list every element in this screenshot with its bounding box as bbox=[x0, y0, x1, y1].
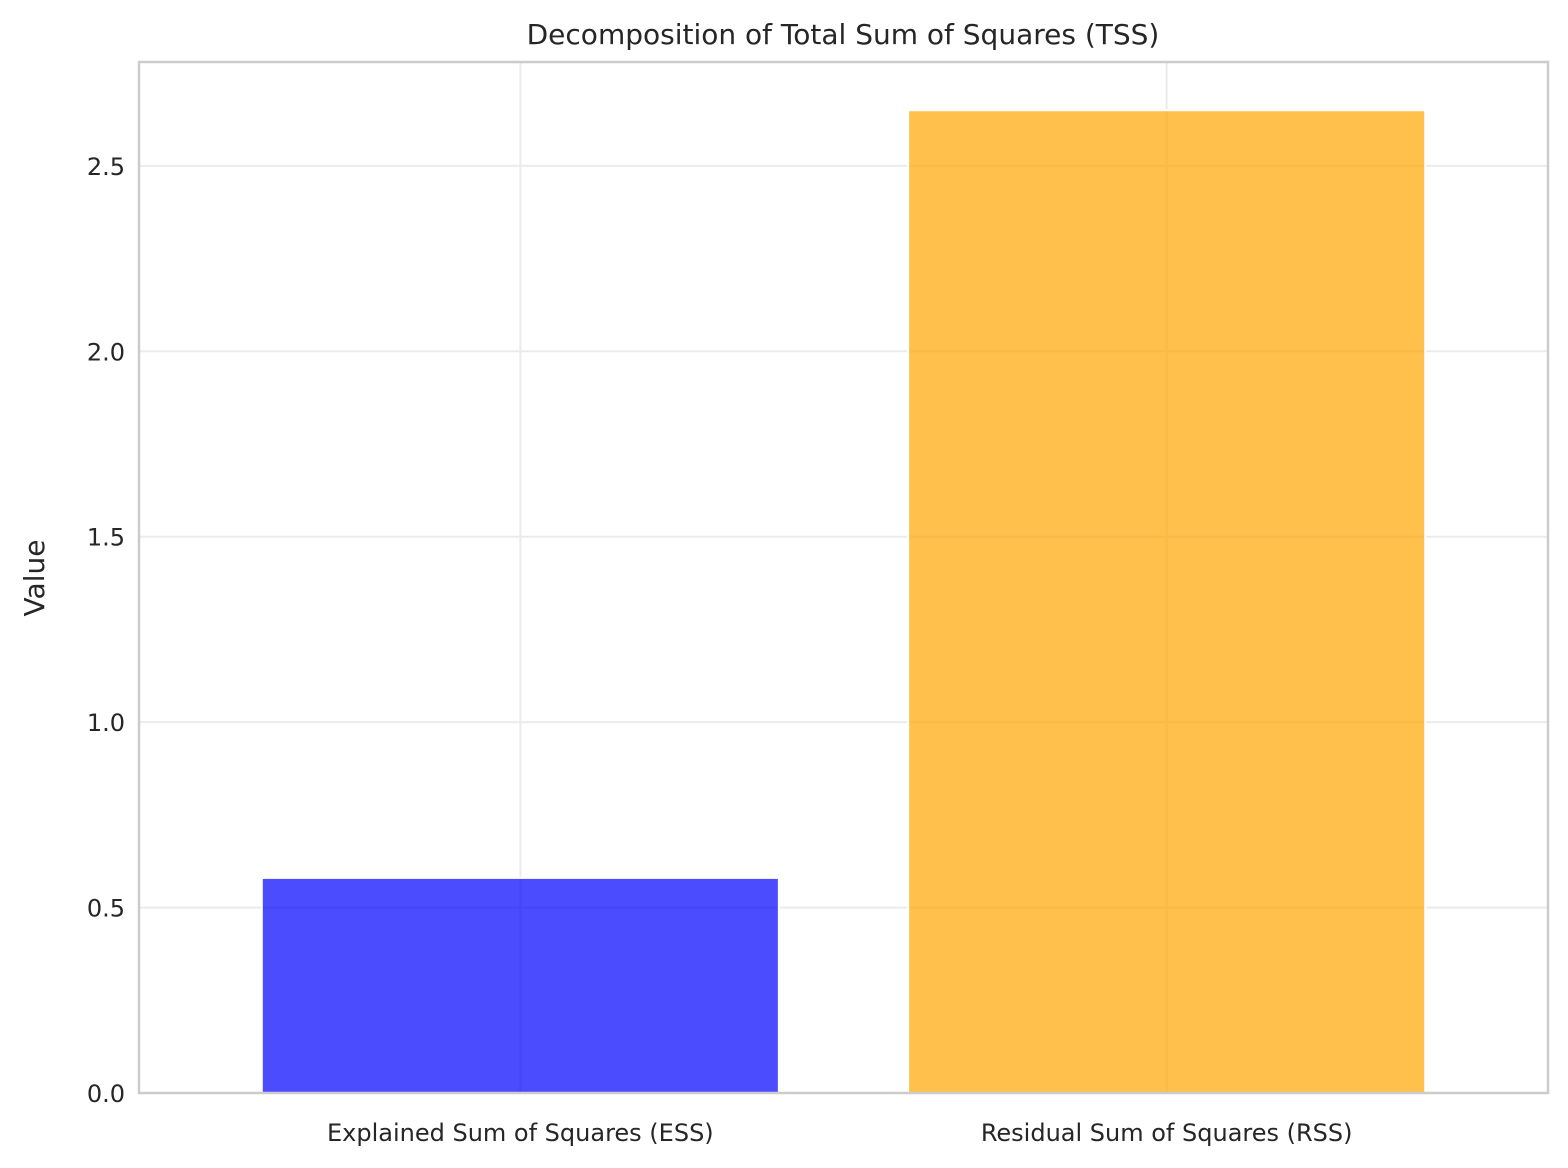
y-tick-labels: 0.0 0.5 1.0 1.5 2.0 2.5 bbox=[87, 153, 125, 1108]
y-tick-label: 0.0 bbox=[87, 1080, 125, 1108]
bars bbox=[260, 109, 1427, 1095]
x-tick-labels: Explained Sum of Squares (ESS) Residual S… bbox=[327, 1119, 1353, 1147]
y-tick-label: 0.5 bbox=[87, 895, 125, 923]
y-axis-label: Value bbox=[18, 540, 51, 617]
y-tick-label: 1.5 bbox=[87, 524, 125, 552]
chart-title: Decomposition of Total Sum of Squares (T… bbox=[527, 18, 1160, 51]
y-tick-label: 2.0 bbox=[87, 338, 125, 366]
y-tick-label: 1.0 bbox=[87, 709, 125, 737]
bar bbox=[260, 876, 780, 1095]
y-tick-label: 2.5 bbox=[87, 153, 125, 181]
x-tick-label: Residual Sum of Squares (RSS) bbox=[981, 1119, 1353, 1147]
plot-frame bbox=[137, 60, 1550, 1095]
bar bbox=[907, 109, 1427, 1095]
x-tick-label: Explained Sum of Squares (ESS) bbox=[327, 1119, 714, 1147]
